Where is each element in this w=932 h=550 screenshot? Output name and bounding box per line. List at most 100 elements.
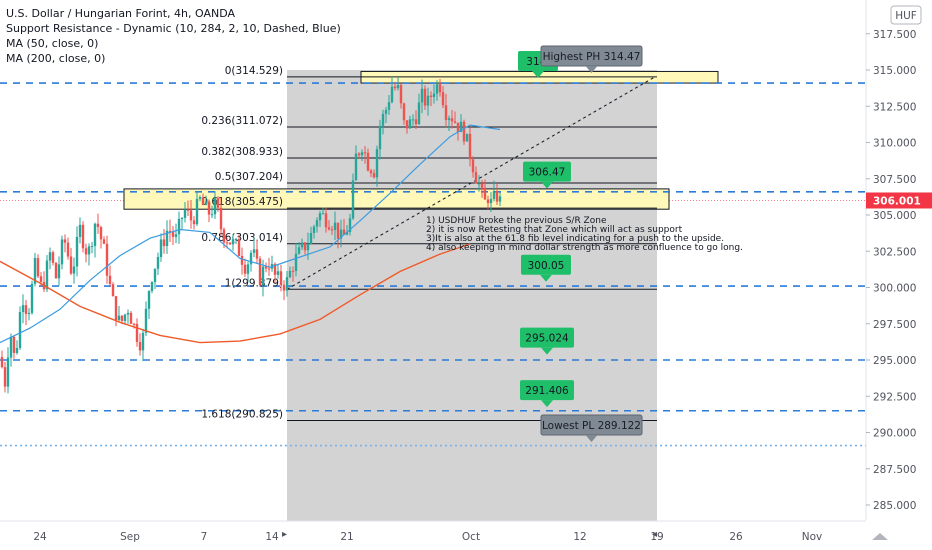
- candle-body: [180, 217, 184, 219]
- candle-body: [291, 270, 295, 272]
- candle: [129, 310, 133, 324]
- candle-body: [147, 291, 151, 309]
- candle: [99, 225, 103, 249]
- candle: [18, 306, 22, 351]
- candle-body: [450, 118, 454, 122]
- candle-body: [81, 224, 85, 249]
- candle-body: [78, 224, 82, 237]
- candle: [162, 228, 166, 254]
- tag-pointer: [541, 347, 553, 355]
- price-target-tags: 314.Highest PH 314.47306.47300.05295.024…: [518, 45, 643, 442]
- candle: [276, 264, 280, 279]
- price-axis[interactable]: 317.500 315.000 312.500 310.000 307.500 305.0…: [865, 0, 932, 520]
- candle: [465, 133, 469, 142]
- candle: [228, 242, 232, 245]
- candle: [342, 218, 346, 235]
- support-resistance-lines: [0, 82, 866, 447]
- candle-body: [429, 95, 433, 97]
- candle-body: [114, 296, 118, 321]
- candle-body: [60, 239, 64, 265]
- candle: [147, 290, 151, 320]
- fib-level-label: 0.382(308.933): [201, 146, 283, 158]
- candle: [402, 102, 406, 125]
- candle: [483, 179, 487, 200]
- candle: [372, 169, 376, 179]
- candle: [309, 226, 313, 245]
- candle-body: [354, 153, 358, 181]
- candle-body: [264, 266, 268, 269]
- indicator-ma200[interactable]: MA (200, close, 0): [6, 52, 106, 65]
- candle-body: [282, 284, 286, 291]
- time-tick-label: 21: [340, 531, 353, 543]
- candle: [213, 191, 217, 219]
- candle-body: [144, 308, 148, 333]
- price-tick-label: 302.500: [873, 246, 916, 258]
- price-tick-label: 285.000: [873, 500, 916, 512]
- candle: [60, 235, 64, 270]
- tag-box: [523, 161, 571, 182]
- candle-body: [252, 249, 256, 253]
- candle-body: [486, 199, 490, 204]
- price-tick-label: 292.500: [873, 391, 916, 403]
- time-axis[interactable]: 24 Sep 7 14 21 Oct 12 19 26 Nov: [0, 520, 866, 550]
- symbol-title[interactable]: U.S. Dollar / Hungarian Forint, 4h, OAND…: [6, 7, 236, 20]
- fib-level-label: 0.618(305.475): [201, 196, 283, 208]
- candle-body: [468, 133, 472, 160]
- tag-pointer: [585, 435, 598, 442]
- price-tick-label: 312.500: [873, 101, 916, 113]
- candle-body: [279, 271, 283, 285]
- candle: [12, 335, 16, 359]
- candle-body: [207, 201, 211, 215]
- candle-body: [138, 341, 142, 351]
- price-tick-label: 297.500: [873, 319, 916, 331]
- candle: [174, 223, 178, 244]
- candle: [78, 217, 82, 244]
- scroll-to-latest-button[interactable]: [872, 533, 888, 540]
- candle: [468, 127, 472, 167]
- candle: [153, 268, 157, 289]
- fib-trend-line: [286, 76, 656, 290]
- candle-body: [438, 84, 442, 93]
- candle-body: [396, 85, 400, 89]
- price-tick-label: 305.000: [873, 210, 916, 222]
- candle-body: [309, 232, 313, 244]
- candle-body: [24, 305, 28, 314]
- candle: [480, 179, 484, 198]
- tag-pointer: [541, 181, 553, 189]
- candle: [459, 114, 463, 133]
- candle: [360, 149, 364, 162]
- time-tick-label: 14: [265, 531, 279, 543]
- candle-body: [249, 252, 253, 265]
- candle: [408, 115, 412, 129]
- indicator-sr[interactable]: Support Resistance - Dynamic (10, 284, 2…: [6, 22, 341, 35]
- candle: [384, 106, 388, 123]
- candle: [45, 255, 49, 292]
- price-target-tag: 291.406: [520, 380, 574, 408]
- currency-button[interactable]: HUF: [890, 5, 922, 25]
- analysis-note-line: 2) it is now Retesting that Zone which w…: [426, 225, 683, 235]
- candle: [492, 180, 496, 202]
- candle: [390, 76, 394, 104]
- candle-body: [420, 88, 424, 103]
- candle: [393, 81, 397, 91]
- candle: [66, 237, 70, 260]
- candle-body: [300, 242, 304, 248]
- candle: [96, 213, 100, 234]
- candle-body: [495, 190, 499, 202]
- candle: [354, 145, 358, 181]
- candle: [438, 79, 442, 97]
- candle-body: [174, 234, 178, 237]
- candle: [441, 86, 445, 109]
- candle-body: [408, 119, 412, 129]
- time-tick-label: 24: [33, 531, 47, 543]
- candle: [0, 350, 4, 369]
- candle: [432, 84, 436, 104]
- range-markers: ▸ ◂: [282, 529, 657, 540]
- tag-pointer: [540, 274, 552, 282]
- candle: [339, 219, 343, 248]
- indicator-ma50[interactable]: MA (50, close, 0): [6, 37, 99, 50]
- candle: [282, 280, 286, 301]
- candle-body: [90, 246, 94, 248]
- candle: [72, 257, 76, 284]
